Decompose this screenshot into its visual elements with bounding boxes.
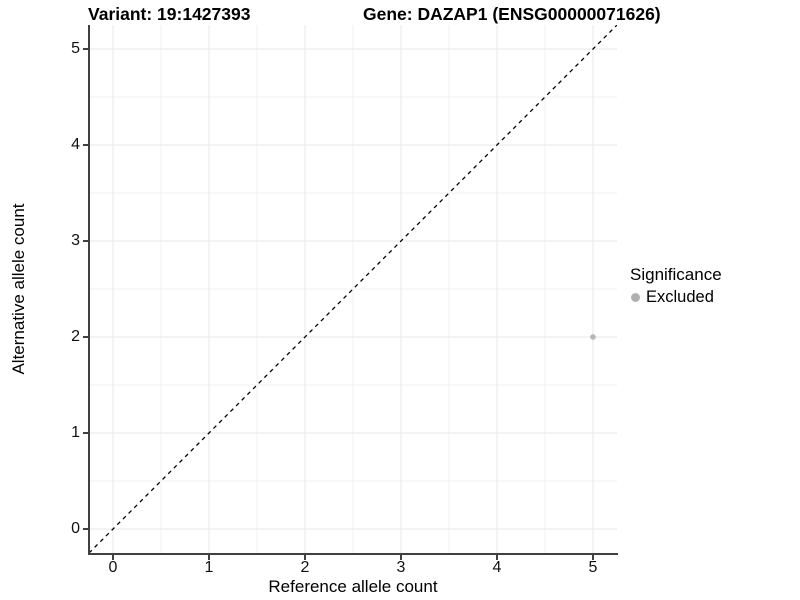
legend-entries: Excluded: [630, 287, 722, 307]
legend-entry-label: Excluded: [646, 288, 714, 306]
x-tick-mark: [208, 555, 210, 560]
x-tick-mark: [496, 555, 498, 560]
x-tick-label: 3: [396, 559, 406, 576]
y-tick-label: 0: [71, 520, 80, 537]
x-axis-title: Reference allele count: [268, 577, 438, 596]
y-tick-mark: [83, 336, 88, 338]
gene-title: Gene: DAZAP1 (ENSG00000071626): [363, 4, 661, 24]
y-tick-label: 2: [71, 328, 80, 345]
legend-entry: Excluded: [630, 287, 722, 307]
y-tick-label: 4: [71, 136, 80, 153]
y-tick-mark: [83, 144, 88, 146]
y-axis-title: Alternative allele count: [9, 203, 28, 375]
y-axis-line: [88, 25, 90, 555]
x-tick-mark: [592, 555, 594, 560]
legend-title: Significance: [630, 265, 722, 284]
y-tick-label: 5: [71, 40, 80, 57]
legend: Significance Excluded: [630, 265, 722, 307]
x-tick-label: 5: [588, 559, 598, 576]
x-tick-label: 4: [492, 559, 502, 576]
x-tick-label: 0: [108, 559, 118, 576]
x-tick-mark: [112, 555, 114, 560]
x-axis-line: [88, 553, 618, 555]
y-tick-label: 3: [71, 232, 80, 249]
major-gridlines: [89, 25, 617, 553]
data-point: [590, 334, 596, 340]
y-tick-mark: [83, 240, 88, 242]
x-tick-mark: [400, 555, 402, 560]
variant-title: Variant: 19:1427393: [88, 4, 251, 24]
plot-panel: [88, 24, 618, 554]
y-tick-mark: [83, 528, 88, 530]
x-tick-mark: [304, 555, 306, 560]
y-tick-mark: [83, 432, 88, 434]
series-excluded: [590, 334, 596, 340]
legend-point-icon: [631, 292, 640, 302]
x-tick-label: 2: [300, 559, 310, 576]
plot-area: [88, 24, 618, 554]
minor-gridlines: [89, 25, 617, 553]
y-tick-label: 1: [71, 424, 80, 441]
x-tick-label: 1: [204, 559, 214, 576]
y-tick-mark: [83, 48, 88, 50]
